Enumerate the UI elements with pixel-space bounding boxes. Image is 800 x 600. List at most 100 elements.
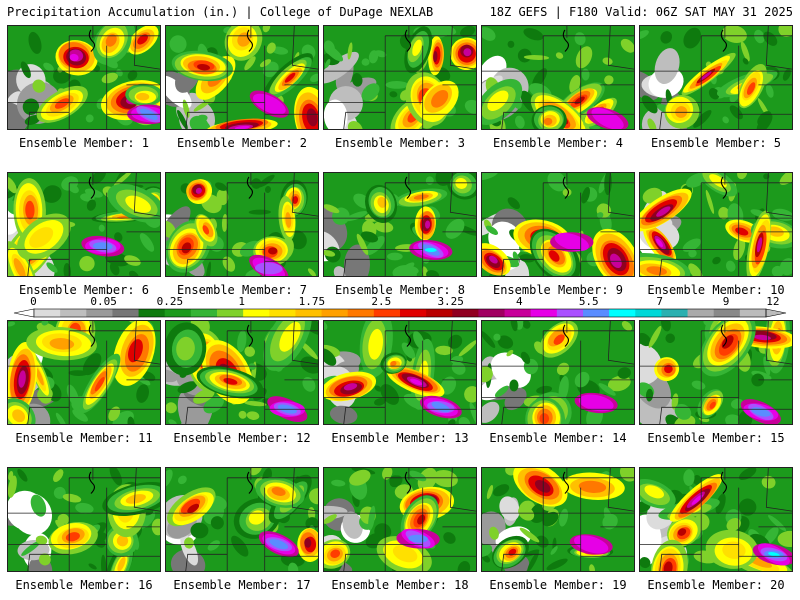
precip-map bbox=[482, 468, 634, 571]
colorbar-graphic bbox=[13, 308, 787, 318]
ensemble-map-6 bbox=[7, 172, 161, 277]
colorbar-segment bbox=[34, 309, 61, 317]
colorbar-segment bbox=[243, 309, 270, 317]
colorbar-segment bbox=[400, 309, 427, 317]
colorbar-segment bbox=[635, 309, 662, 317]
ensemble-map-2 bbox=[165, 25, 319, 130]
precip-colorbar: 0 0.05 0.25 1 1.75 2.5 3.25 4 5.5 7 9 12 bbox=[10, 295, 790, 320]
colorbar-segment bbox=[739, 309, 767, 317]
colorbar-segment bbox=[583, 309, 610, 317]
precip-map bbox=[324, 468, 476, 571]
ensemble-member-label: Ensemble Member: 13 bbox=[331, 431, 469, 445]
colorbar-tick-label: 7 bbox=[656, 295, 664, 308]
colorbar-segment bbox=[112, 309, 140, 317]
page-title: Precipitation Accumulation (in.) | Colle… bbox=[7, 5, 434, 19]
colorbar-segment bbox=[138, 309, 166, 317]
model-run-info: 18Z GEFS | F180 Valid: 06Z SAT MAY 31 20… bbox=[489, 5, 793, 19]
ensemble-member-label: Ensemble Member: 16 bbox=[15, 578, 153, 592]
precip-map bbox=[324, 26, 476, 129]
colorbar-max-arrow bbox=[765, 308, 787, 318]
ensemble-map-3 bbox=[323, 25, 477, 130]
precip-map bbox=[8, 321, 160, 424]
ensemble-member-label: Ensemble Member: 5 bbox=[650, 136, 782, 150]
ensemble-member-label: Ensemble Member: 10 bbox=[647, 283, 785, 297]
precip-map bbox=[640, 321, 792, 424]
precip-map bbox=[640, 173, 792, 276]
colorbar-tick-label: 4 bbox=[516, 295, 523, 308]
ensemble-map-13 bbox=[323, 320, 477, 425]
colorbar-segment bbox=[86, 309, 113, 317]
ensemble-map-16 bbox=[7, 467, 161, 572]
ensemble-member-label: Ensemble Member: 4 bbox=[492, 136, 624, 150]
colorbar-segment bbox=[687, 309, 715, 317]
ensemble-map-12 bbox=[165, 320, 319, 425]
ensemble-member-label: Ensemble Member: 14 bbox=[489, 431, 627, 445]
ensemble-member-label: Ensemble Member: 15 bbox=[647, 431, 785, 445]
colorbar-segment bbox=[347, 309, 375, 317]
colorbar-tick-label: 0 bbox=[30, 295, 37, 308]
colorbar-segment bbox=[661, 309, 689, 317]
colorbar-tick-label: 12 bbox=[766, 295, 780, 308]
colorbar-tick-label: 5.5 bbox=[578, 295, 599, 308]
precip-map bbox=[166, 173, 318, 276]
ensemble-member-label: Ensemble Member: 1 bbox=[18, 136, 150, 150]
colorbar-segment bbox=[713, 309, 741, 317]
colorbar-segment bbox=[452, 309, 479, 317]
ensemble-member-label: Ensemble Member: 18 bbox=[331, 578, 469, 592]
colorbar-segment bbox=[321, 309, 349, 317]
ensemble-member-label: Ensemble Member: 20 bbox=[647, 578, 785, 592]
ensemble-map-18 bbox=[323, 467, 477, 572]
colorbar-segment bbox=[217, 309, 244, 317]
ensemble-map-17 bbox=[165, 467, 319, 572]
precip-map bbox=[482, 173, 634, 276]
colorbar-segment bbox=[426, 309, 453, 317]
ensemble-map-5 bbox=[639, 25, 793, 130]
colorbar-segment bbox=[609, 309, 636, 317]
precip-map bbox=[166, 26, 318, 129]
precip-map bbox=[166, 468, 318, 571]
ensemble-member-label: Ensemble Member: 9 bbox=[492, 283, 624, 297]
ensemble-member-label: Ensemble Member: 8 bbox=[334, 283, 466, 297]
colorbar-tick-label: 1.75 bbox=[298, 295, 326, 308]
colorbar-segment bbox=[164, 309, 192, 317]
precip-map bbox=[482, 26, 634, 129]
colorbar-segment bbox=[530, 309, 558, 317]
ensemble-map-7 bbox=[165, 172, 319, 277]
colorbar-min-arrow bbox=[13, 308, 35, 318]
ensemble-member-label: Ensemble Member: 7 bbox=[176, 283, 308, 297]
precip-map bbox=[324, 321, 476, 424]
ensemble-map-9 bbox=[481, 172, 635, 277]
precip-map bbox=[482, 321, 634, 424]
colorbar-segment bbox=[190, 309, 218, 317]
colorbar-segment bbox=[295, 309, 323, 317]
ensemble-map-14 bbox=[481, 320, 635, 425]
precip-map bbox=[324, 173, 476, 276]
colorbar-segment bbox=[60, 309, 87, 317]
colorbar-segment bbox=[504, 309, 532, 317]
ensemble-member-label: Ensemble Member: 6 bbox=[18, 283, 150, 297]
colorbar-tick-label: 9 bbox=[722, 295, 730, 308]
colorbar-segment bbox=[556, 309, 584, 317]
ensemble-map-11 bbox=[7, 320, 161, 425]
ensemble-member-label: Ensemble Member: 11 bbox=[15, 431, 153, 445]
ensemble-member-label: Ensemble Member: 12 bbox=[173, 431, 311, 445]
colorbar-tick-label: 2.5 bbox=[371, 295, 392, 308]
ensemble-map-10 bbox=[639, 172, 793, 277]
colorbar-tick-label: 1 bbox=[238, 295, 245, 308]
ensemble-member-label: Ensemble Member: 17 bbox=[173, 578, 311, 592]
ensemble-map-8 bbox=[323, 172, 477, 277]
precip-map bbox=[8, 26, 160, 129]
ensemble-map-4 bbox=[481, 25, 635, 130]
colorbar-segment bbox=[373, 309, 401, 317]
precip-map bbox=[8, 173, 160, 276]
precip-map bbox=[640, 468, 792, 571]
colorbar-segment bbox=[478, 309, 506, 317]
ensemble-map-15 bbox=[639, 320, 793, 425]
ensemble-member-label: Ensemble Member: 3 bbox=[334, 136, 466, 150]
precip-map bbox=[166, 321, 318, 424]
colorbar-tick-label: 0.25 bbox=[156, 295, 184, 308]
precip-map bbox=[640, 26, 792, 129]
colorbar-segment bbox=[269, 309, 296, 317]
ensemble-member-label: Ensemble Member: 19 bbox=[489, 578, 627, 592]
ensemble-map-20 bbox=[639, 467, 793, 572]
